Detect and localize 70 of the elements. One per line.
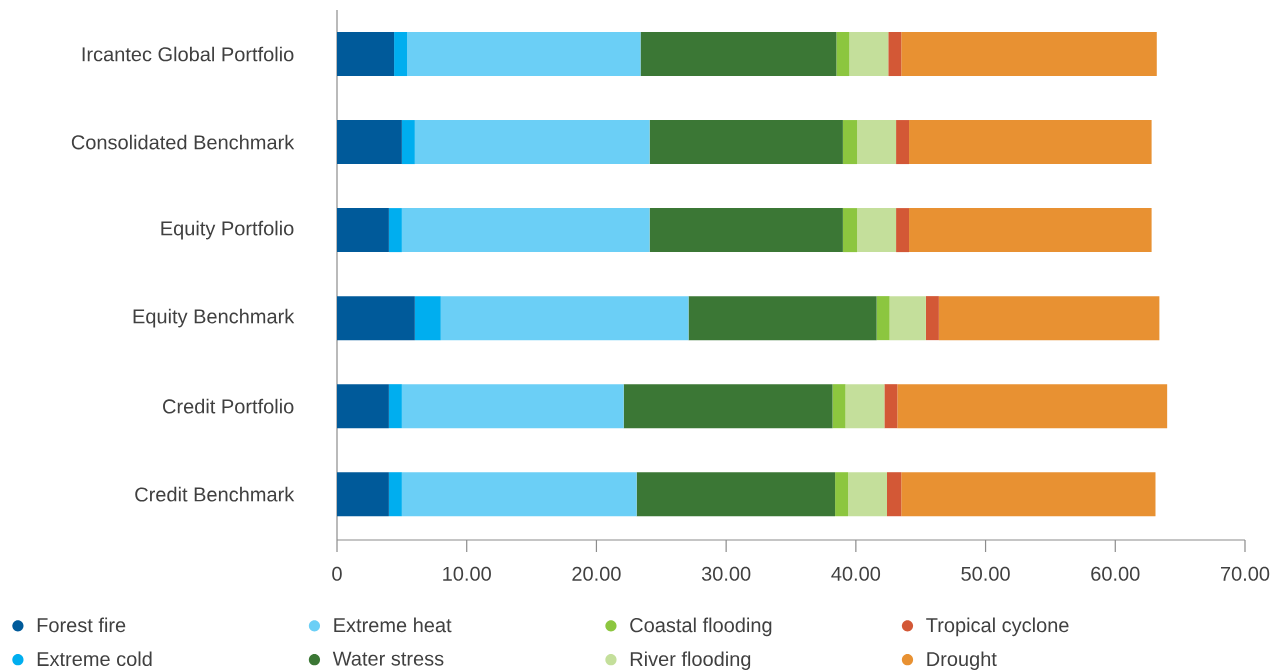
bar [897,384,1168,429]
bar [394,32,408,77]
y-tick-label: Ircantec Global Portfolio [82,46,294,62]
bar [337,32,395,77]
legend-label: Extreme cold [37,651,152,667]
bar [401,208,650,253]
bar [876,296,890,341]
bar [623,384,833,429]
x-tick-label: 40.00 [831,566,881,581]
bar [845,384,885,429]
bar [388,472,402,517]
bar [649,120,843,165]
bar [414,120,650,165]
bar [337,472,389,517]
bar [401,472,637,517]
bar [938,296,1160,341]
bar [842,120,858,165]
x-tick-label: 0 [332,566,342,581]
bar [886,472,902,517]
bar [888,32,902,77]
bar [388,208,402,253]
bar [925,296,939,341]
bar [688,296,877,341]
bar [901,472,1156,517]
y-tick-label: Equity Portfolio [161,220,294,240]
bar [857,208,897,253]
bar [909,120,1152,165]
bar [337,208,389,253]
bar [896,208,910,253]
legend-label: Drought [927,651,997,671]
x-tick-label: 60.00 [1091,566,1140,581]
bar [848,472,887,517]
y-tick-label: Consolidated Benchmark [71,134,295,150]
bar [842,208,858,253]
bar [636,472,836,517]
y-tick-label: Credit Portfolio [163,398,294,414]
x-tick-label: 10.00 [443,566,491,581]
bar [857,120,897,165]
x-tick-label: 30.00 [701,566,751,581]
y-tick-label: Credit Benchmark [135,486,295,502]
bar [884,384,898,429]
x-tick-label: 70.00 [1220,566,1270,581]
legend-label: River flooding [630,651,751,671]
bar [649,208,843,253]
bar [440,296,689,341]
bar [337,384,389,429]
legend-label: Coastal flooding [630,617,772,637]
legend-label: Tropical cyclone [926,617,1069,637]
bar [901,32,1157,77]
bar [401,120,415,165]
bar [337,120,402,165]
x-tick-label: 20.00 [572,566,621,581]
bar [388,384,402,429]
x-tick-label: 50.00 [961,566,1010,581]
bar [835,472,849,517]
bar [889,296,926,341]
bar [896,120,910,165]
bar [849,32,889,77]
bar [640,32,837,77]
y-tick-label: Equity Benchmark [133,308,295,328]
bar [832,384,846,429]
legend-label: Forest fire [37,617,126,633]
bar [401,384,624,429]
bar [836,32,850,77]
legend-label: Water stress [332,651,444,666]
legend-label: Extreme heat [334,617,452,633]
bar [407,32,641,77]
bar [414,296,441,341]
bar [909,208,1152,253]
bar [337,296,415,341]
